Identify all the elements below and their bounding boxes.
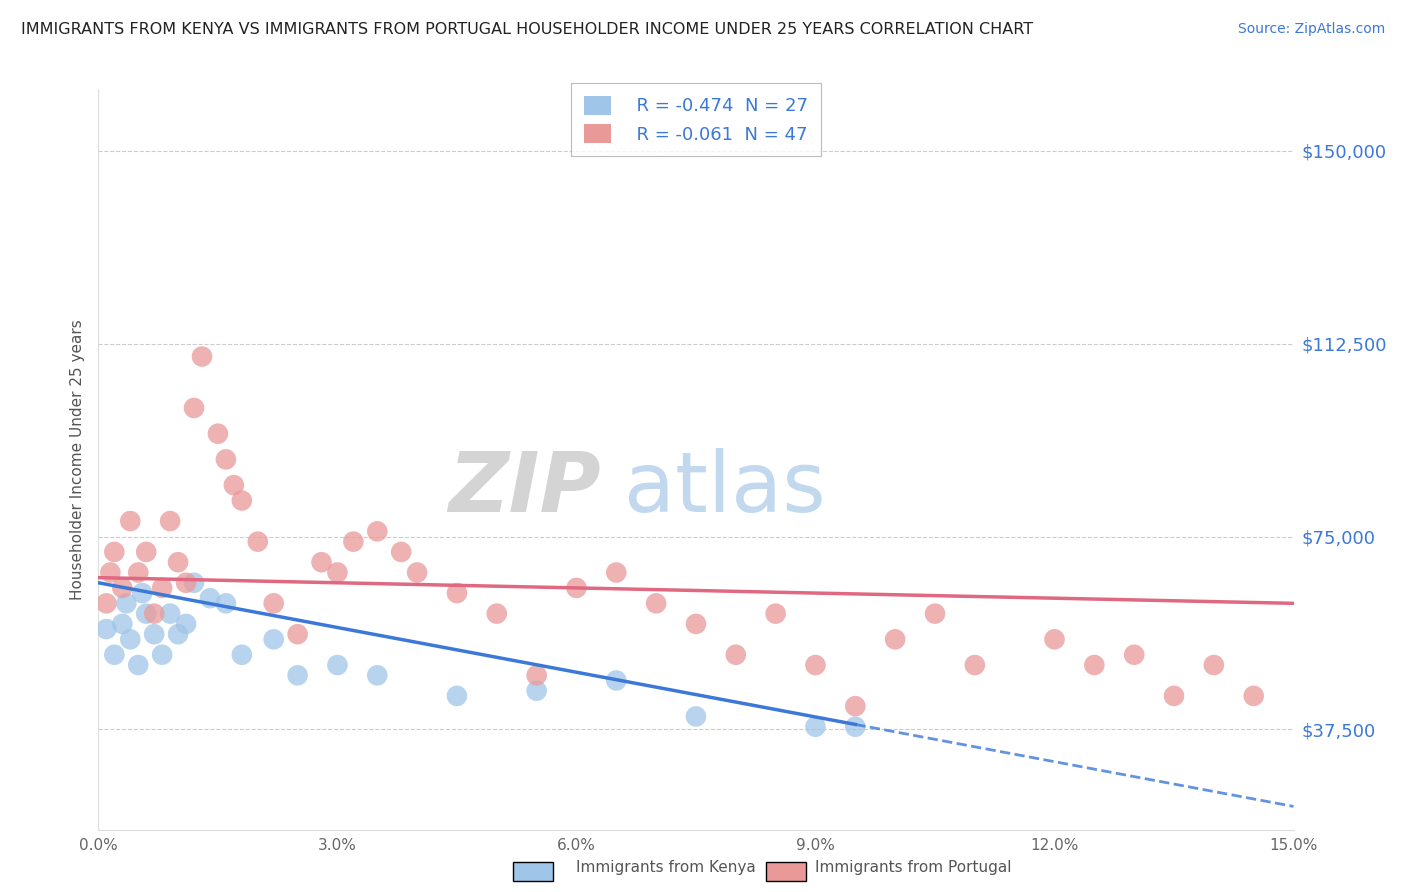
- Point: [115, 596, 138, 610]
- Point: [605, 673, 627, 688]
- Point: [120, 514, 142, 528]
- Point: [135, 607, 157, 621]
- Point: [167, 555, 190, 569]
- Point: [96, 596, 118, 610]
- Point: [685, 616, 707, 631]
- Text: Immigrants from Kenya: Immigrants from Kenya: [576, 861, 756, 875]
- Point: [406, 566, 429, 580]
- Point: [804, 720, 827, 734]
- Point: [231, 648, 253, 662]
- Point: [1163, 689, 1185, 703]
- Point: [111, 581, 134, 595]
- Text: atlas: atlas: [624, 449, 825, 530]
- Point: [183, 575, 205, 590]
- Point: [884, 632, 907, 647]
- Point: [526, 683, 548, 698]
- Point: [131, 586, 153, 600]
- Point: [963, 658, 986, 673]
- Point: [565, 581, 588, 595]
- Legend:   R = -0.474  N = 27,   R = -0.061  N = 47: R = -0.474 N = 27, R = -0.061 N = 47: [571, 84, 821, 156]
- Point: [605, 566, 627, 580]
- Point: [231, 493, 253, 508]
- Point: [724, 648, 747, 662]
- Point: [844, 720, 866, 734]
- Point: [311, 555, 333, 569]
- Y-axis label: Householder Income Under 25 years: Householder Income Under 25 years: [70, 319, 86, 599]
- Point: [215, 452, 238, 467]
- Point: [287, 668, 309, 682]
- Point: [143, 607, 166, 621]
- Point: [222, 478, 245, 492]
- Point: [526, 668, 548, 682]
- Point: [183, 401, 205, 415]
- Point: [111, 616, 134, 631]
- Point: [1202, 658, 1225, 673]
- Point: [127, 658, 149, 673]
- Point: [191, 350, 214, 364]
- Point: [446, 586, 468, 600]
- Text: IMMIGRANTS FROM KENYA VS IMMIGRANTS FROM PORTUGAL HOUSEHOLDER INCOME UNDER 25 YE: IMMIGRANTS FROM KENYA VS IMMIGRANTS FROM…: [21, 22, 1033, 37]
- Point: [924, 607, 946, 621]
- Point: [207, 426, 229, 441]
- Point: [1243, 689, 1265, 703]
- Point: [198, 591, 221, 606]
- Point: [1043, 632, 1066, 647]
- Point: [143, 627, 166, 641]
- Point: [174, 616, 197, 631]
- Point: [98, 566, 122, 580]
- Point: [485, 607, 508, 621]
- Point: [804, 658, 827, 673]
- Point: [159, 514, 181, 528]
- Point: [127, 566, 149, 580]
- Text: Immigrants from Portugal: Immigrants from Portugal: [815, 861, 1012, 875]
- Point: [765, 607, 787, 621]
- Point: [287, 627, 309, 641]
- Point: [326, 566, 349, 580]
- Point: [366, 668, 388, 682]
- Point: [103, 648, 125, 662]
- Point: [215, 596, 238, 610]
- Point: [174, 575, 197, 590]
- Point: [446, 689, 468, 703]
- Text: ZIP: ZIP: [447, 449, 600, 530]
- Text: Source: ZipAtlas.com: Source: ZipAtlas.com: [1237, 22, 1385, 37]
- Point: [645, 596, 668, 610]
- Point: [844, 699, 866, 714]
- Point: [159, 607, 181, 621]
- Point: [150, 648, 173, 662]
- Point: [263, 596, 285, 610]
- Point: [326, 658, 349, 673]
- Point: [685, 709, 707, 723]
- Point: [120, 632, 142, 647]
- Point: [96, 622, 118, 636]
- Point: [263, 632, 285, 647]
- Point: [342, 534, 364, 549]
- Point: [167, 627, 190, 641]
- Point: [1083, 658, 1105, 673]
- Point: [135, 545, 157, 559]
- Point: [366, 524, 388, 539]
- Point: [103, 545, 125, 559]
- Point: [150, 581, 173, 595]
- Point: [389, 545, 412, 559]
- Point: [1123, 648, 1146, 662]
- Point: [246, 534, 269, 549]
